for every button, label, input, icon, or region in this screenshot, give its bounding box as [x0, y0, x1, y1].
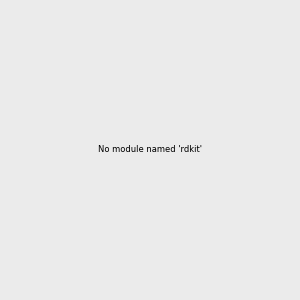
Text: No module named 'rdkit': No module named 'rdkit' — [98, 146, 202, 154]
